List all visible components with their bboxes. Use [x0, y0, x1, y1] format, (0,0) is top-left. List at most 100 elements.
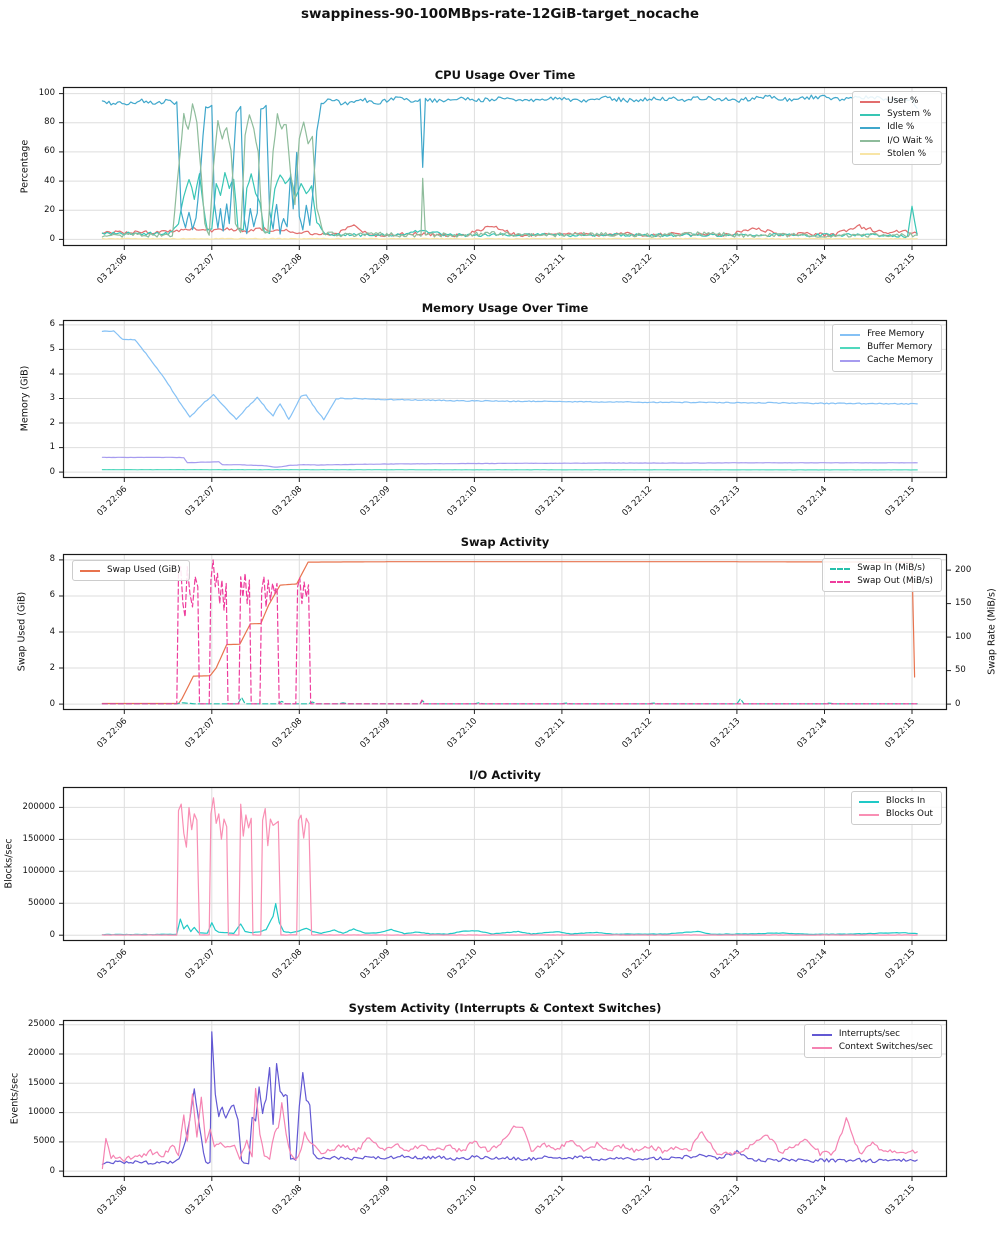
chart-1-ytick-4: 4	[49, 368, 55, 379]
legend-line-swatch-icon	[858, 813, 879, 816]
series-line-idle	[101, 94, 918, 235]
series-line-blocks-out	[101, 797, 918, 936]
series-line-swap-used-gib	[101, 561, 916, 705]
series-line-cache-memory	[101, 456, 918, 468]
legend-label: I/O Wait %	[887, 135, 933, 146]
chart-2-xtick-9: 03 22:15	[883, 716, 918, 751]
legend-line-swatch-icon	[811, 1046, 832, 1049]
legend-label: Interrupts/sec	[838, 1029, 900, 1039]
legend-line-swatch-icon	[840, 359, 861, 362]
legend-line-swatch-icon	[830, 567, 851, 570]
legend-item-swap-out-mib-s: Swap Out (MiB/s)	[830, 575, 933, 588]
chart-2-ytick-8: 8	[49, 554, 55, 565]
legend-line-swatch-icon	[860, 113, 881, 116]
chart-2-xtick-8: 03 22:14	[795, 716, 830, 751]
chart-4-xtick-4: 03 22:10	[445, 1183, 480, 1218]
legend-line-swatch-icon	[80, 569, 100, 572]
legend-label: Swap In (MiB/s)	[857, 563, 926, 573]
legend-item-free-memory: Free Memory	[840, 328, 933, 341]
chart-2-legend-right: Swap In (MiB/s) Swap Out (MiB/s)	[822, 558, 942, 593]
chart-2-plot	[59, 553, 951, 714]
chart-2-xtick-3: 03 22:09	[358, 716, 393, 751]
chart-4-xtick-6: 03 22:12	[620, 1183, 655, 1218]
chart-0-xtick-0: 03 22:06	[95, 252, 130, 287]
chart-2-xtick-2: 03 22:08	[270, 716, 305, 751]
chart-2-xtick-7: 03 22:13	[708, 716, 743, 751]
chart-3-ytick-0: 0	[49, 929, 55, 940]
legend-item-idle: Idle %	[860, 121, 933, 134]
legend-item-system: System %	[860, 108, 933, 121]
chart-4-xtick-9: 03 22:15	[883, 1183, 918, 1218]
legend-label: Blocks In	[885, 796, 926, 806]
chart-0-ytick-40: 40	[44, 175, 55, 186]
legend-label: System %	[887, 109, 932, 120]
chart-2-xtick-0: 03 22:06	[95, 716, 130, 751]
chart-3-xtick-7: 03 22:13	[708, 947, 743, 982]
legend-label: Swap Out (MiB/s)	[857, 576, 933, 587]
series-line-stolen	[101, 237, 918, 240]
chart-3-xtick-5: 03 22:11	[533, 947, 568, 982]
chart-1-xtick-9: 03 22:15	[883, 484, 918, 519]
chart-0-plot	[59, 86, 948, 250]
chart-1-xtick-8: 03 22:14	[795, 484, 830, 519]
chart-4-ytick-5000: 5000	[33, 1136, 55, 1147]
chart-2-xtick-5: 03 22:11	[533, 716, 568, 751]
chart-3-xtick-0: 03 22:06	[95, 947, 130, 982]
chart-0-xtick-9: 03 22:15	[883, 252, 918, 287]
chart-2-y2tick-100: 100	[955, 631, 972, 642]
chart-3-ytick-50000: 50000	[27, 897, 55, 908]
legend-label: Stolen %	[887, 148, 927, 159]
chart-4-xtick-2: 03 22:08	[270, 1183, 305, 1218]
chart-2-xtick-4: 03 22:10	[445, 716, 480, 751]
chart-2-ytick-6: 6	[49, 590, 55, 601]
chart-3-ytick-150000: 150000	[22, 833, 55, 844]
chart-2-xtick-1: 03 22:07	[183, 716, 218, 751]
chart-0-xtick-7: 03 22:13	[708, 252, 743, 287]
legend-line-swatch-icon	[860, 126, 881, 129]
legend-label: Cache Memory	[867, 355, 933, 366]
legend-item-stolen: Stolen %	[860, 148, 933, 161]
legend-item-context-switches-sec: Context Switches/sec	[811, 1041, 933, 1054]
chart-2-y2label: Swap Rate (MiB/s)	[986, 588, 998, 675]
legend-line-swatch-icon	[860, 153, 881, 156]
chart-0-xtick-5: 03 22:11	[533, 252, 568, 287]
chart-0-xtick-2: 03 22:08	[270, 252, 305, 287]
chart-2-legend-left: Swap Used (GiB)	[72, 560, 190, 582]
chart-0-legend-right: User % System % Idle % I/O Wait % Stolen %	[852, 91, 942, 165]
chart-2-ytick-2: 2	[49, 662, 55, 673]
chart-4-xtick-8: 03 22:14	[795, 1183, 830, 1218]
chart-1-ytick-6: 6	[49, 319, 55, 330]
chart-1-xtick-2: 03 22:08	[270, 484, 305, 519]
chart-1-xtick-7: 03 22:13	[708, 484, 743, 519]
chart-4-ytick-10000: 10000	[27, 1107, 55, 1118]
chart-2-ytick-4: 4	[49, 626, 55, 637]
chart-1-legend-right: Free Memory Buffer Memory Cache Memory	[832, 324, 942, 372]
series-line-blocks-in	[101, 902, 918, 936]
chart-4-xtick-3: 03 22:09	[358, 1183, 393, 1218]
chart-0-ytick-60: 60	[44, 146, 55, 157]
chart-1-title: Memory Usage Over Time	[421, 301, 589, 315]
chart-4-plot	[59, 1019, 948, 1181]
legend-line-swatch-icon	[830, 580, 851, 583]
chart-2-y2tick-50: 50	[955, 665, 966, 676]
legend-line-swatch-icon	[860, 100, 881, 103]
legend-label: User %	[887, 96, 919, 106]
chart-3-xtick-8: 03 22:14	[795, 947, 830, 982]
legend-item-interrupts-sec: Interrupts/sec	[811, 1028, 933, 1041]
legend-item-blocks-out: Blocks Out	[858, 808, 933, 821]
chart-4-ytick-20000: 20000	[27, 1048, 55, 1059]
legend-item-cache-memory: Cache Memory	[840, 354, 933, 367]
chart-3-ytick-100000: 100000	[22, 865, 55, 876]
legend-label: Idle %	[887, 122, 915, 133]
series-line-swap-in-mib-s	[101, 696, 918, 705]
chart-0-xtick-4: 03 22:10	[445, 252, 480, 287]
chart-4-legend-right: Interrupts/sec Context Switches/sec	[803, 1024, 942, 1059]
legend-label: Buffer Memory	[867, 342, 933, 353]
chart-0-xtick-3: 03 22:09	[358, 252, 393, 287]
series-line-free-memory	[101, 330, 918, 421]
chart-1-ytick-3: 3	[49, 393, 55, 403]
chart-4-ytick-0: 0	[49, 1165, 55, 1176]
chart-0-xtick-8: 03 22:14	[795, 252, 830, 287]
chart-1-xtick-4: 03 22:10	[445, 484, 480, 519]
